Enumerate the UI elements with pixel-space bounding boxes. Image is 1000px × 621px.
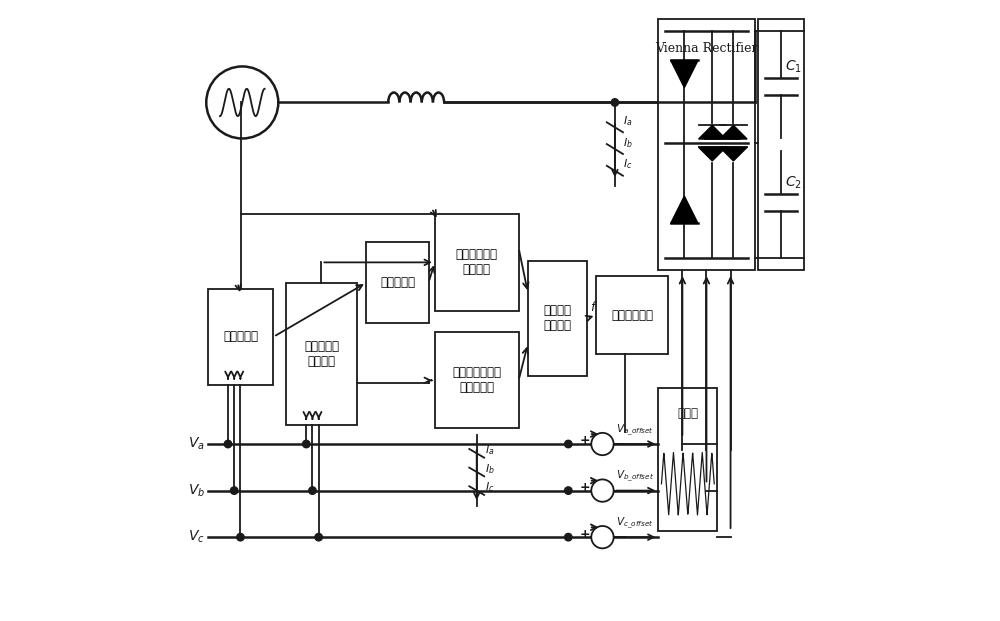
Text: $f$: $f$	[590, 300, 598, 314]
Text: $I_b$: $I_b$	[485, 462, 495, 476]
Text: Vienna Rectifier: Vienna Rectifier	[655, 42, 758, 55]
Circle shape	[237, 533, 244, 541]
Text: 调制波: 调制波	[677, 407, 698, 420]
Polygon shape	[699, 125, 726, 139]
Text: $C_1$: $C_1$	[785, 59, 802, 75]
Circle shape	[591, 526, 614, 548]
Text: $I_c$: $I_c$	[485, 481, 494, 494]
Polygon shape	[699, 147, 726, 161]
Circle shape	[224, 440, 232, 448]
Text: 大扇区判定: 大扇区判定	[223, 330, 258, 343]
Bar	[435, 332, 519, 428]
Bar	[658, 19, 755, 270]
Circle shape	[315, 533, 322, 541]
Text: $I_a$: $I_a$	[623, 114, 632, 128]
Circle shape	[230, 487, 238, 494]
Bar	[528, 261, 587, 376]
Polygon shape	[720, 147, 747, 161]
Text: $C_2$: $C_2$	[785, 175, 802, 191]
Bar	[596, 276, 668, 354]
Text: $V_a$: $V_a$	[188, 436, 205, 452]
Text: $I_a$: $I_a$	[485, 443, 494, 457]
Bar	[366, 242, 429, 323]
Text: +: +	[580, 528, 590, 540]
Bar	[435, 214, 519, 310]
Polygon shape	[720, 125, 747, 139]
Circle shape	[565, 440, 572, 448]
Polygon shape	[671, 60, 698, 88]
Bar	[208, 289, 273, 385]
Text: $V_{c\_offset}$: $V_{c\_offset}$	[616, 516, 654, 531]
Circle shape	[303, 440, 310, 448]
Circle shape	[591, 433, 614, 455]
Circle shape	[565, 533, 572, 541]
Circle shape	[309, 487, 316, 494]
Bar	[658, 388, 717, 531]
Text: $V_{a\_offset}$: $V_{a\_offset}$	[616, 423, 654, 438]
Text: 小扇区判定: 小扇区判定	[380, 276, 415, 289]
Text: 定义小扇区
三相分量: 定义小扇区 三相分量	[304, 340, 339, 368]
Polygon shape	[671, 196, 698, 224]
Circle shape	[565, 487, 572, 494]
Text: 基本矢量对中点
电流的影响: 基本矢量对中点 电流的影响	[452, 366, 501, 394]
Text: +: +	[580, 435, 590, 447]
Bar	[758, 19, 804, 270]
Text: 注入零序分量: 注入零序分量	[611, 309, 653, 322]
Circle shape	[591, 479, 614, 502]
Bar	[286, 283, 357, 425]
Text: $V_b$: $V_b$	[188, 483, 205, 499]
Text: $I_b$: $I_b$	[623, 136, 633, 150]
Text: $V_c$: $V_c$	[188, 529, 205, 545]
Circle shape	[611, 99, 619, 106]
Text: 新型中点
平衡因子: 新型中点 平衡因子	[543, 304, 571, 332]
Text: $V_{b\_offset}$: $V_{b\_offset}$	[616, 469, 654, 484]
Text: 基本矢量作用
时间确定: 基本矢量作用 时间确定	[456, 248, 498, 276]
Text: +: +	[580, 481, 590, 494]
Text: $I_c$: $I_c$	[623, 158, 632, 171]
